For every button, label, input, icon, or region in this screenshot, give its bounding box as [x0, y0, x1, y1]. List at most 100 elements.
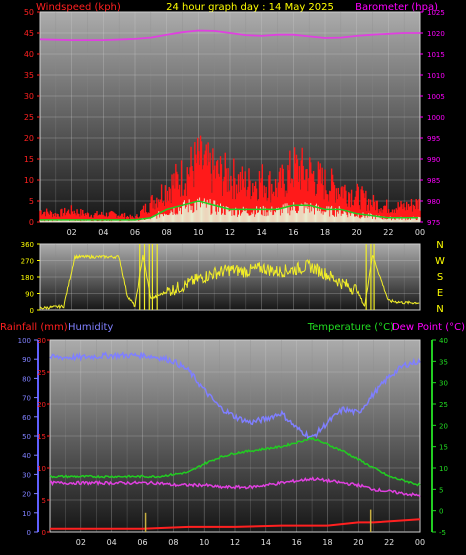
windspeed-tick-label: 0	[29, 218, 34, 227]
graph-title: 24 hour graph day : 14 May 2025	[166, 2, 334, 13]
compass-n-bottom: N	[436, 304, 443, 315]
direction-tick-label: 90	[25, 291, 34, 299]
dewpoint-axis-title: Dew Point (°C)	[392, 322, 465, 333]
x-tick-label: 08	[168, 538, 178, 547]
windspeed-tick-label: 50	[24, 8, 34, 17]
rainfall-tick-label: 20	[37, 401, 46, 409]
barometer-tick-label: 990	[427, 156, 440, 164]
compass-w: W	[435, 256, 445, 267]
barometer-tick-label: 975	[427, 219, 440, 227]
barometer-tick-label: 1025	[427, 9, 445, 17]
direction-tick-label: 180	[21, 274, 34, 282]
x-tick-label: 00	[415, 228, 425, 237]
windspeed-tick-label: 15	[24, 155, 34, 164]
x-tick-label: 00	[415, 538, 425, 547]
data-series	[39, 29, 421, 532]
compass-s: S	[437, 272, 443, 283]
humidity-tick-label: 40	[22, 452, 31, 460]
humidity-tick-label: 80	[22, 375, 31, 383]
windspeed-tick-label: 40	[24, 50, 34, 59]
wind-average-line	[40, 200, 419, 221]
x-tick-label: 10	[193, 228, 203, 237]
dewpoint-line	[49, 476, 421, 498]
barometer-tick-label: 1005	[427, 93, 445, 101]
rainfall-tick-label: 30	[37, 337, 46, 345]
temperature-tick-label: 35	[439, 358, 448, 366]
humidity-tick-label: 70	[22, 395, 31, 403]
barometer-tick-label: 1015	[427, 51, 445, 59]
direction-tick-label: 0	[30, 307, 34, 315]
windspeed-tick-label: 45	[24, 29, 34, 38]
x-tick-label: 14	[261, 538, 271, 547]
compass-n-top: N	[436, 240, 443, 251]
direction-tick-label: 270	[21, 258, 34, 266]
windspeed-tick-label: 10	[24, 176, 34, 185]
barometer-tick-label: 1000	[427, 114, 445, 122]
temperature-tick-label: 15	[439, 444, 448, 452]
wind-direction-line	[39, 253, 420, 310]
x-tick-label: 14	[257, 228, 267, 237]
barometer-tick-label: 985	[427, 177, 440, 185]
x-tick-label: 18	[320, 228, 330, 237]
windspeed-axis-title: Windspeed (kph)	[36, 2, 121, 13]
x-tick-label: 04	[98, 228, 108, 237]
temperature-tick-label: 25	[439, 401, 448, 409]
x-tick-label: 18	[322, 538, 332, 547]
x-tick-label: 02	[76, 538, 86, 547]
windspeed-tick-label: 5	[29, 197, 34, 206]
rainfall-tick-label: 0	[42, 529, 46, 537]
x-tick-label: 12	[230, 538, 240, 547]
x-tick-label: 08	[162, 228, 172, 237]
humidity-tick-label: 20	[22, 491, 31, 499]
compass-e: E	[437, 288, 443, 299]
temperature-tick-label: 30	[439, 380, 448, 388]
x-tick-label: 16	[292, 538, 302, 547]
x-tick-label: 12	[225, 228, 235, 237]
humidity-tick-label: 0	[27, 529, 31, 537]
x-tick-label: 20	[352, 228, 362, 237]
rainfall-line	[50, 518, 421, 530]
rainfall-axis-title: Rainfall (mm)	[0, 322, 68, 333]
barometer-line	[39, 29, 420, 41]
x-tick-label: 22	[384, 538, 394, 547]
temperature-axis-title: Temperature (°C)	[307, 322, 394, 333]
x-tick-label: 16	[288, 228, 298, 237]
temperature-tick-label: 5	[439, 486, 443, 494]
humidity-line	[49, 351, 421, 440]
barometer-tick-label: 1020	[427, 30, 445, 38]
humidity-axis-title: Humidity	[68, 322, 113, 333]
barometer-tick-label: 1010	[427, 72, 445, 80]
rainfall-tick-label: 10	[37, 465, 46, 473]
humidity-tick-label: 100	[18, 337, 31, 345]
x-tick-label: 22	[383, 228, 393, 237]
x-tick-label: 04	[107, 538, 117, 547]
windspeed-tick-label: 35	[24, 71, 34, 80]
rainfall-tick-label: 25	[37, 369, 46, 377]
barometer-tick-label: 980	[427, 198, 440, 206]
barometer-axis-title: Barometer (hpa)	[355, 2, 438, 13]
rainfall-tick-label: 5	[42, 497, 46, 505]
rainfall-tick-label: 15	[37, 433, 46, 441]
humidity-tick-label: 10	[22, 510, 31, 518]
humidity-tick-label: 30	[22, 471, 31, 479]
x-tick-label: 20	[353, 538, 363, 547]
x-tick-label: 10	[199, 538, 209, 547]
humidity-tick-label: 60	[22, 414, 31, 422]
barometer-tick-label: 995	[427, 135, 440, 143]
direction-tick-label: 360	[21, 241, 34, 249]
windspeed-tick-label: 20	[24, 134, 34, 143]
temperature-tick-label: 0	[439, 508, 443, 516]
humidity-tick-label: 90	[22, 356, 31, 364]
temperature-tick-label: 20	[439, 422, 448, 430]
windspeed-tick-label: 25	[24, 113, 34, 122]
x-tick-label: 02	[67, 228, 77, 237]
temperature-tick-label: 10	[439, 465, 448, 473]
temperature-tick-label: 40	[439, 337, 448, 345]
temperature-line	[49, 436, 421, 487]
humidity-tick-label: 50	[22, 433, 31, 441]
x-tick-label: 06	[137, 538, 147, 547]
x-tick-label: 06	[130, 228, 140, 237]
